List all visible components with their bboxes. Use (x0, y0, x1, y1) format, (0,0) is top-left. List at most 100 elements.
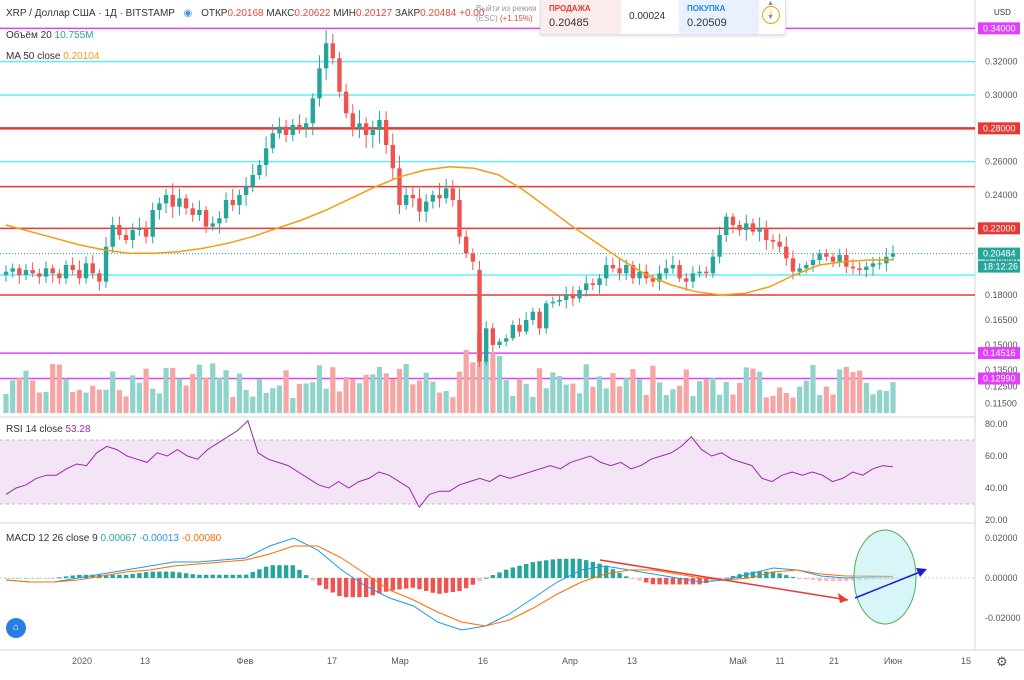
macd-histogram-bar (463, 578, 469, 589)
blue-arrow-head (916, 568, 927, 577)
change-pct: (+1.15%) (500, 14, 533, 23)
volume-bar (510, 395, 516, 413)
candle-body (283, 126, 289, 135)
candle-body (604, 265, 609, 279)
info-icon[interactable]: i (762, 6, 780, 24)
volume-bar (737, 382, 743, 413)
macd-histogram-bar (710, 578, 716, 582)
macd-histogram-bar (90, 574, 95, 578)
drawing-annotations[interactable] (599, 529, 927, 625)
tradingview-logo-icon[interactable]: ⌂ (6, 618, 26, 638)
macd-histogram-bar (410, 578, 416, 588)
price-badge-label: 18:12:26 (983, 262, 1018, 272)
panel-collapse-icon[interactable]: ▲ ▼ (767, 0, 774, 21)
candle-body (470, 253, 476, 262)
volume-legend[interactable]: Объём 20 10.755M (6, 30, 93, 41)
rsi-legend[interactable]: RSI 14 close 53.28 (6, 424, 91, 435)
macd-histogram-bar (143, 572, 149, 578)
volume-bar (790, 397, 796, 413)
volume-bar (63, 378, 69, 413)
replay-hint-esc: (ESC) (476, 14, 498, 23)
volume-bar (636, 379, 643, 413)
macd-line (5, 537, 894, 631)
volume-bar (750, 368, 756, 413)
replay-hint[interactable]: Выйти из режим (ESC) (+1.15%) (476, 4, 536, 24)
macd-histogram-bar (570, 558, 576, 578)
candle-body (537, 311, 542, 329)
volume-bar (30, 380, 36, 413)
macd-histogram-bar (610, 569, 616, 578)
macd-histogram-bar (704, 578, 709, 584)
macd-histogram-bar (150, 571, 155, 578)
macd-histogram-bar (157, 571, 162, 578)
candle-body (724, 216, 729, 235)
macd-histogram-bar (590, 561, 596, 578)
candle-body (410, 195, 416, 199)
candle-body (303, 123, 309, 129)
volume-bar (803, 380, 809, 413)
macd-histogram-bar (784, 575, 789, 578)
volume-bar (543, 388, 549, 413)
macd-histogram-bar (250, 571, 255, 578)
time-tick-label: Апр (562, 656, 578, 666)
ma-label: MA 50 close (6, 51, 61, 62)
chart-grid (0, 0, 1024, 651)
candle-body (323, 43, 329, 69)
symbol-title[interactable]: XRP / Доллар США · 1Д · BITSTAMP (6, 8, 175, 19)
price-tick-label: 0.18000 (985, 290, 1018, 300)
candle-body (810, 260, 816, 265)
macd-histogram-bar (530, 562, 536, 578)
macd-legend[interactable]: MACD 12 26 close 9 0.00067 -0.00013 -0.0… (6, 533, 221, 544)
time-tick-label: Июн (884, 656, 902, 666)
macd-histogram-bar (357, 578, 362, 598)
volume-bar (863, 382, 869, 413)
candle-body (3, 271, 9, 275)
macd-histogram-bar (664, 578, 669, 585)
sell-button[interactable]: ПРОДАЖА 0.20485 (541, 0, 621, 34)
time-tick-label: Май (729, 656, 747, 666)
macd-histogram-bar (624, 576, 629, 578)
candle-body (750, 223, 756, 232)
time-axis[interactable]: 2020 13 Фев 17 Мар 16 Апр 13 Май 11 21 Июн 15 (72, 656, 971, 666)
volume-bar (810, 364, 816, 413)
macd-histogram-bar (163, 571, 169, 578)
volume-bar (563, 384, 569, 413)
macd-histogram-bar (23, 578, 29, 579)
buy-button[interactable]: ПОКУПКА 0.20509 (679, 0, 759, 34)
macd-histogram-bar (377, 578, 382, 594)
macd-histogram-bar (490, 575, 496, 578)
macd-histogram-bar (343, 578, 349, 598)
macd-histogram-bar (363, 578, 369, 598)
volume-bar (630, 369, 636, 413)
candle-body (477, 270, 482, 362)
candle-body (310, 98, 315, 124)
close-value: 0.20484 (420, 8, 457, 19)
price-axis[interactable]: 0.320000.300000.260000.240000.200000.180… (978, 22, 1020, 408)
candle-body (290, 125, 295, 135)
settings-gear-icon[interactable]: ⚙ (996, 654, 1008, 669)
ma-legend[interactable]: MA 50 close 0.20104 (6, 51, 99, 62)
candle-body (170, 195, 175, 207)
price-tick-label: 0.30000 (985, 90, 1018, 100)
volume-bar (596, 376, 603, 413)
macd-histogram-bar (577, 558, 582, 578)
volume-bar (450, 397, 456, 413)
macd-histogram-bar (697, 578, 702, 585)
volume-bar (423, 372, 429, 413)
volume-bar (76, 389, 82, 413)
price-badge-bg (978, 372, 1020, 385)
red-arrow-head (838, 593, 848, 603)
volume-bar (130, 375, 136, 413)
candle-body (343, 91, 349, 114)
candle-body (637, 271, 642, 279)
volume-bar (290, 397, 296, 413)
candle-body (457, 200, 462, 237)
macd-histogram-bar (810, 578, 816, 581)
macd-histogram-bar (443, 578, 449, 593)
candle-body (717, 235, 722, 257)
candle-body (757, 228, 762, 232)
candle-body (370, 130, 376, 135)
eye-icon[interactable]: ◉ (183, 8, 193, 19)
price-tick-label: 0.26000 (985, 157, 1018, 167)
